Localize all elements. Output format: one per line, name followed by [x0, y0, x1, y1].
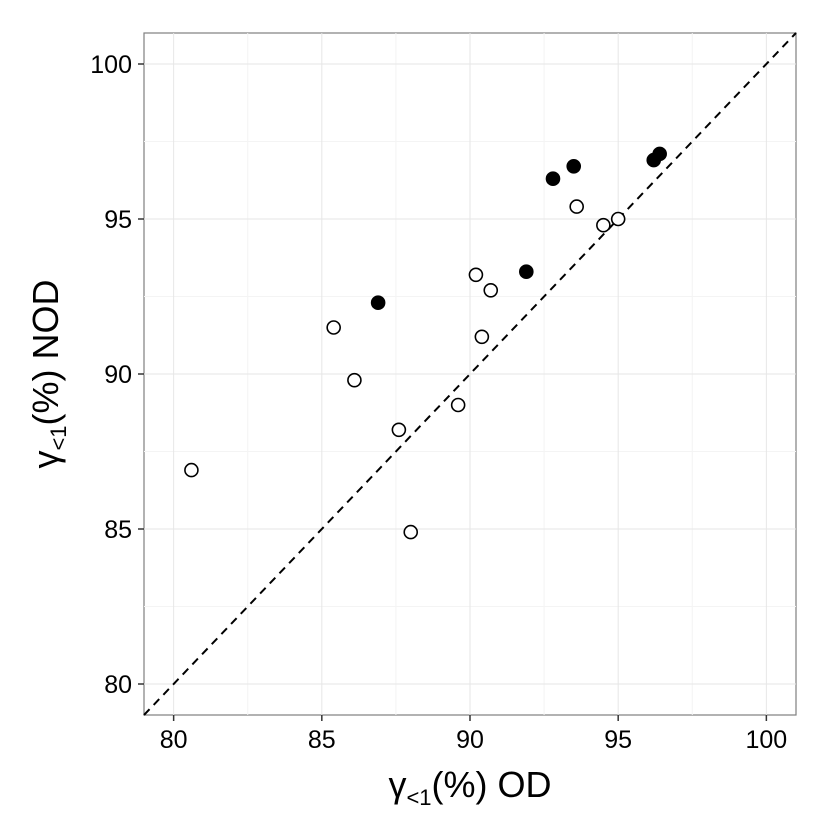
data-point-open: [326, 320, 341, 335]
grid: [144, 33, 796, 715]
data-point-open: [468, 267, 484, 283]
y-axis-title-suffix: (%) NOD: [25, 279, 66, 425]
y-axis-title-subscript: <1: [46, 425, 71, 450]
x-tick-label: 80: [160, 726, 188, 754]
x-axis-title: γ<1(%) OD: [388, 764, 551, 810]
x-tick-label: 85: [308, 726, 336, 754]
y-tick-label: 100: [90, 51, 132, 79]
data-point-open: [596, 217, 611, 233]
data-point-filled: [519, 264, 534, 280]
data-points: [184, 146, 667, 540]
reference-line: [143, 32, 797, 716]
x-tick-label: 95: [604, 726, 632, 754]
y-tick-label: 80: [104, 671, 132, 699]
data-point-open: [483, 282, 499, 298]
x-axis-title-symbol: γ: [388, 764, 406, 805]
data-point-open: [450, 397, 466, 413]
data-point-filled: [652, 146, 667, 162]
data-point-open: [610, 211, 626, 227]
data-point-open: [184, 462, 199, 478]
data-point-open: [474, 329, 490, 345]
data-point-open: [569, 199, 584, 214]
data-point-open: [403, 524, 419, 540]
y-tick-label: 90: [104, 361, 132, 389]
data-point-filled: [566, 159, 582, 174]
x-axis-title-suffix: (%) OD: [432, 764, 552, 805]
x-axis: 80 85 90 95 100: [160, 715, 787, 754]
data-point-filled: [370, 295, 386, 311]
y-axis: 80 85 90 95 100: [90, 51, 144, 699]
data-point-filled: [545, 171, 561, 186]
y-tick-label: 95: [104, 206, 132, 234]
y-axis-title-symbol: γ: [25, 451, 66, 469]
reference-line-group: [143, 32, 797, 716]
y-tick-label: 85: [104, 516, 132, 544]
data-point-open: [347, 372, 362, 388]
data-point-open: [391, 422, 407, 438]
x-axis-title-subscript: <1: [406, 785, 431, 810]
x-tick-label: 90: [456, 726, 484, 754]
y-axis-title: γ<1(%) NOD: [25, 279, 71, 468]
x-tick-label: 100: [746, 726, 788, 754]
